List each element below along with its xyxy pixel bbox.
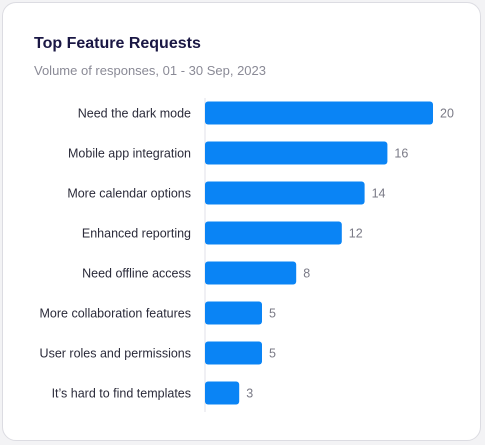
category-label: More collaboration features [40,307,191,321]
bar[interactable] [205,261,297,285]
bar-value-label: 12 [349,227,363,241]
bar[interactable] [205,301,262,325]
bar-value-label: 8 [303,267,310,281]
bars-group: Need the dark mode 20 Mobile app integrati… [40,101,454,405]
category-label: Need the dark mode [78,107,191,121]
bar-value-label: 16 [394,147,408,161]
category-label: Mobile app integration [68,147,191,161]
chart-subtitle: Volume of responses, 01 - 30 Sep, 2023 [34,63,266,78]
category-label: More calendar options [67,187,191,201]
bar-value-label: 5 [269,307,276,321]
bar[interactable] [205,221,342,245]
bar[interactable] [205,181,365,205]
bar[interactable] [205,381,240,405]
category-label: Enhanced reporting [82,227,191,241]
bar-value-label: 20 [440,107,454,121]
bar[interactable] [205,341,262,365]
bar-value-label: 5 [269,347,276,361]
category-label: It’s hard to find templates [52,387,191,401]
chart-title: Top Feature Requests [34,35,201,52]
bar-value-label: 14 [372,187,386,201]
bar-value-label: 3 [246,387,253,401]
category-label: User roles and permissions [40,347,191,361]
bar[interactable] [205,101,433,125]
bar[interactable] [205,141,388,165]
category-label: Need offline access [82,267,191,281]
